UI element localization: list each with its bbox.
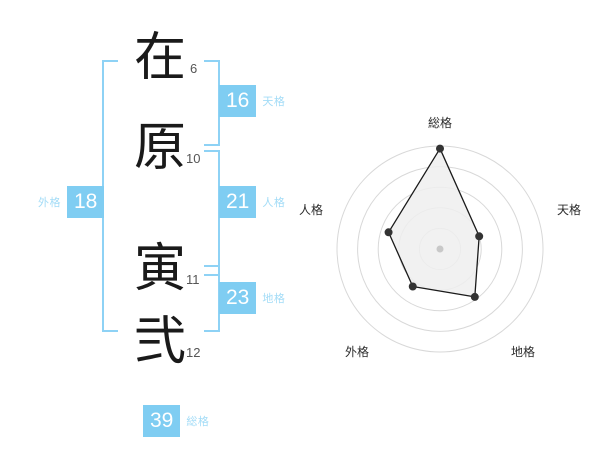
soukaku-badge: 39 総格: [143, 405, 209, 437]
radar-data-area: [387, 147, 480, 298]
stroke-count-4: 12: [186, 345, 201, 360]
chikaku-value: 23: [219, 282, 257, 314]
tenkaku-badge: 16 天格: [219, 85, 285, 117]
kanji-char-4: 弐: [133, 312, 186, 372]
radar-chart-svg: [336, 144, 544, 353]
tenkaku-bracket: [204, 60, 220, 146]
axis-label-tenkaku: 天格: [557, 203, 582, 217]
axis-label-soukaku: 総格: [428, 116, 453, 130]
chikaku-bracket: [204, 265, 220, 332]
kanji-char-3: 寅: [133, 239, 186, 299]
gaikaku-bracket: [102, 60, 118, 332]
gaikaku-label: 外格: [38, 196, 61, 209]
chikaku-label: 地格: [262, 292, 286, 305]
gaikaku-badge: 外格 18: [38, 186, 105, 218]
jinkaku-badge: 21 人格: [219, 186, 285, 218]
tenkaku-value: 16: [219, 85, 257, 117]
jinkaku-bracket: [204, 150, 220, 276]
kanji-char-2: 原: [133, 118, 186, 178]
kakusu-radar-chart: 総格 天格 地格 外格 人格: [299, 0, 600, 470]
soukaku-label: 総格: [186, 415, 210, 428]
axis-label-gaikaku: 外格: [345, 345, 370, 359]
stroke-count-2: 10: [186, 151, 201, 166]
stroke-count-1: 6: [190, 61, 198, 76]
tenkaku-label: 天格: [262, 95, 286, 108]
name-stroke-diagram: 在 6 原 10 寅 11 弐 12 16 天格 21 人格 23 地格 外格 …: [0, 0, 300, 470]
kanji-char-1: 在: [133, 28, 186, 88]
stroke-count-3: 11: [186, 272, 200, 287]
gaikaku-value: 18: [67, 186, 105, 218]
axis-label-jinkaku: 人格: [299, 203, 324, 217]
radar-center-dot: [436, 245, 444, 253]
axis-label-chikaku: 地格: [511, 345, 536, 359]
chikaku-badge: 23 地格: [219, 282, 285, 314]
jinkaku-value: 21: [219, 186, 257, 218]
jinkaku-label: 人格: [262, 196, 286, 209]
radar-data-points: [384, 144, 484, 301]
soukaku-value: 39: [143, 405, 181, 437]
